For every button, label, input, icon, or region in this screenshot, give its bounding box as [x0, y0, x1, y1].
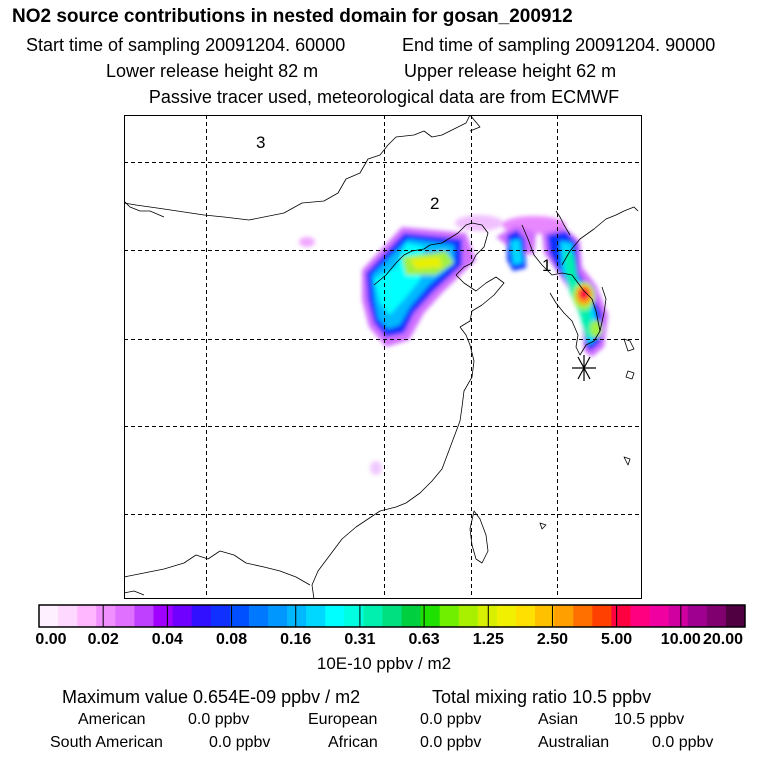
colorbar-cell [573, 605, 593, 627]
colorbar-cell [496, 605, 517, 627]
south-american-label: South American [50, 734, 163, 751]
colorbar-cell [516, 605, 536, 627]
colorbar-cell [229, 605, 250, 627]
colorbar-cell [267, 605, 288, 627]
colorbar-cell [248, 605, 269, 627]
tracer-note: Passive tracer used, meteorological data… [148, 87, 620, 107]
receptor-marker [572, 355, 596, 381]
colorbar-tick-label: 0.08 [215, 631, 248, 648]
colorbar-cell [153, 605, 173, 627]
gridlines [124, 115, 642, 599]
colorbar-cell [115, 605, 135, 627]
colorbar-frame [38, 604, 746, 628]
asian-label: Asian [538, 711, 579, 728]
colorbar-cell [592, 605, 612, 627]
colorbar-cell [535, 605, 555, 627]
colorbar-tick-label: 0.02 [87, 631, 119, 648]
region-label-3: 3 [256, 133, 265, 152]
colorbar-tick-label: 5.00 [601, 631, 633, 648]
region-label-2: 2 [430, 194, 439, 213]
region-label-1: 1 [542, 256, 551, 275]
concentration-plume [299, 215, 608, 475]
colorbar-tick-label: 0.04 [151, 631, 183, 648]
australian-value: 0.0 ppbv [652, 734, 714, 751]
map-frame [124, 115, 642, 599]
colorbar-cell [439, 605, 460, 627]
colorbar-cell [134, 605, 154, 627]
colorbar-cell [706, 605, 727, 627]
american-value: 0.0 ppbv [188, 711, 250, 728]
colorbar-cell [306, 605, 326, 627]
colorbar-cell [649, 605, 670, 627]
colorbar [38, 604, 746, 628]
colorbar-cell [325, 605, 345, 627]
south-american-value: 0.0 ppbv [209, 734, 271, 751]
colorbar-cell [287, 605, 307, 627]
colorbar-cell [344, 605, 364, 627]
european-label: European [308, 711, 378, 728]
colorbar-cell [58, 605, 78, 627]
african-label: African [328, 734, 378, 751]
american-label: American [78, 711, 146, 728]
colorbar-cell [401, 605, 422, 627]
colorbar-cell [39, 605, 59, 627]
colorbar-tick-label: 2.50 [536, 631, 569, 648]
colorbar-cell [725, 605, 746, 627]
colorbar-tick-label: 10.00 [660, 631, 701, 648]
colorbar-tick-label: 0.00 [35, 631, 67, 648]
start-time: Start time of sampling 20091204. 60000 [26, 35, 346, 55]
asian-value: 10.5 ppbv [614, 711, 685, 728]
colorbar-cell [77, 605, 97, 627]
colorbar-cell [668, 605, 689, 627]
coastlines [124, 115, 639, 599]
end-time: End time of sampling 20091204. 90000 [402, 35, 716, 55]
colorbar-cell [420, 605, 441, 627]
upper-release-height: Upper release height 62 m [404, 61, 617, 81]
australian-label: Australian [538, 734, 610, 751]
african-value: 0.0 ppbv [420, 734, 482, 751]
total-mixing-ratio: Total mixing ratio 10.5 ppbv [432, 687, 652, 707]
colorbar-cell [96, 605, 116, 627]
colorbar-cell [611, 605, 631, 627]
colorbar-cell [382, 605, 402, 627]
colorbar-tick-label: 0.31 [344, 631, 376, 648]
colorbar-tick-label: 0.63 [408, 631, 440, 648]
european-value: 0.0 ppbv [420, 711, 482, 728]
colorbar-cell [363, 605, 383, 627]
colorbar-tick-label: 20.00 [702, 631, 744, 648]
chart-title: NO2 source contributions in nested domai… [12, 6, 573, 27]
colorbar-cell [630, 605, 650, 627]
colorbar-cell [554, 605, 574, 627]
colorbar-tick-label: 1.25 [472, 631, 504, 648]
colorbar-cell [191, 605, 212, 627]
maximum-value: Maximum value 0.654E-09 ppbv / m2 [62, 687, 361, 707]
colorbar-cell [210, 605, 231, 627]
lower-release-height: Lower release height 82 m [106, 61, 319, 81]
colorbar-cell [477, 605, 498, 627]
map-panel: 3 2 1 [124, 115, 642, 599]
colorbar-units: 10E-10 ppbv / m2 [316, 654, 452, 673]
colorbar-cell [687, 605, 708, 627]
colorbar-tick-label: 0.16 [280, 631, 312, 648]
colorbar-cell [458, 605, 479, 627]
colorbar-cell [172, 605, 193, 627]
